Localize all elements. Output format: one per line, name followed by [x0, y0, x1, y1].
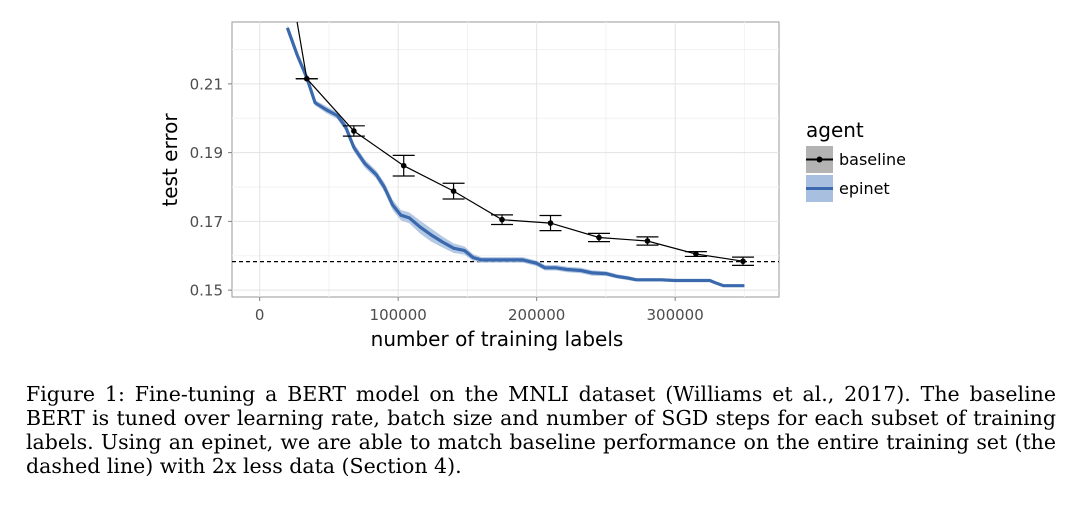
- legend-label-epinet: epinet: [839, 179, 890, 198]
- epinet-line: [285, 27, 745, 288]
- baseline-point: [740, 258, 746, 265]
- baseline-point: [303, 75, 310, 82]
- x-tick-label: 100000: [370, 306, 427, 324]
- figure-caption: Figure 1: Fine-tuning a BERT model on th…: [26, 382, 1056, 478]
- line-chart: 0 100000 200000 300000 0.15 0.17 0.19 0.21 num…: [158, 21, 906, 351]
- baseline-point: [644, 238, 651, 244]
- baseline-point: [596, 234, 602, 241]
- legend-marker-baseline: [816, 156, 823, 163]
- legend-entry-epinet: epinet: [806, 175, 890, 202]
- x-tick-label: 200000: [508, 306, 565, 324]
- x-axis-ticks: 0 100000 200000 300000: [255, 297, 704, 324]
- x-axis-label: number of training labels: [371, 327, 624, 351]
- baseline-point: [351, 128, 357, 134]
- series-group: [285, 22, 754, 288]
- baseline-point: [450, 188, 457, 194]
- legend: agent baseline epinet: [806, 118, 906, 202]
- caption-text: Fine-tuning a BERT model on the MNLI dat…: [26, 382, 1056, 478]
- gridlines: [232, 22, 779, 297]
- legend-label-baseline: baseline: [839, 150, 906, 169]
- legend-title: agent: [806, 118, 864, 142]
- y-axis-ticks: 0.15 0.17 0.19 0.21: [190, 75, 232, 300]
- baseline-point: [400, 162, 407, 169]
- legend-entry-baseline: baseline: [806, 146, 906, 173]
- y-tick-label: 0.19: [190, 144, 223, 162]
- baseline-point: [499, 216, 505, 223]
- x-tick-label: 300000: [647, 306, 704, 324]
- x-tick-label: 0: [255, 306, 265, 324]
- y-tick-label: 0.17: [190, 213, 223, 231]
- y-tick-label: 0.15: [190, 282, 223, 300]
- baseline-point: [547, 220, 554, 226]
- baseline-point: [693, 251, 699, 257]
- y-axis-label: test error: [158, 113, 182, 207]
- caption-label: Figure 1:: [26, 382, 125, 406]
- y-tick-label: 0.21: [190, 75, 223, 93]
